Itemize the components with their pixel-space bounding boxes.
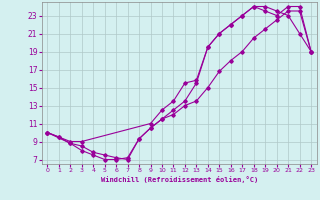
X-axis label: Windchill (Refroidissement éolien,°C): Windchill (Refroidissement éolien,°C) xyxy=(100,176,258,183)
